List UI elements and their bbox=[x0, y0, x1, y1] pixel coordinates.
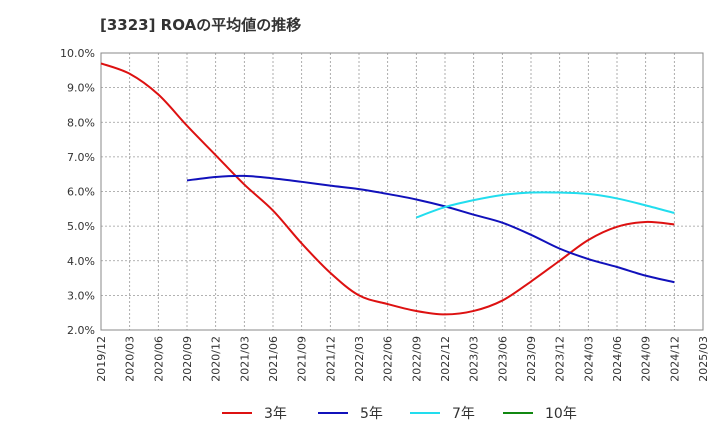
x-tick-label: 2022/06 bbox=[382, 336, 395, 382]
series-layer bbox=[100, 62, 675, 316]
x-tick-label: 2020/12 bbox=[210, 336, 223, 382]
x-tick-label: 2020/03 bbox=[124, 336, 137, 382]
y-tick-label: 8.0% bbox=[67, 116, 95, 129]
series-line-3 bbox=[415, 191, 675, 219]
x-tick-label: 2023/09 bbox=[525, 336, 538, 382]
y-tick-label: 10.0% bbox=[60, 47, 95, 60]
x-tick-label: 2021/09 bbox=[296, 336, 309, 382]
y-tick-label: 7.0% bbox=[67, 151, 95, 164]
grid-layer bbox=[100, 52, 704, 331]
y-tick-label: 5.0% bbox=[67, 220, 95, 233]
x-tick-label: 2020/09 bbox=[181, 336, 194, 382]
x-tick-label: 2020/06 bbox=[152, 336, 165, 382]
x-tick-label: 2023/06 bbox=[496, 336, 509, 382]
legend: 3年 5年 7年 10年 bbox=[222, 406, 577, 422]
series-line-1 bbox=[100, 62, 675, 316]
plot-border bbox=[100, 52, 704, 331]
x-tick-label: 2021/12 bbox=[324, 336, 337, 382]
legend-label: 3年 bbox=[264, 406, 287, 422]
y-tick-label: 6.0% bbox=[67, 186, 95, 199]
x-tick-label: 2021/06 bbox=[267, 336, 280, 382]
x-tick-label: 2021/03 bbox=[238, 336, 251, 382]
x-tick-label: 2022/09 bbox=[410, 336, 423, 382]
axis-layer: 2.0% 3.0% 4.0% 5.0% 6.0% 7.0% 8.0% 9.0% 10.0% 201… bbox=[60, 47, 710, 382]
x-tick-label: 2025/03 bbox=[697, 336, 710, 382]
x-tick-label: 2024/09 bbox=[640, 336, 653, 382]
chart-title: [3323] ROAの平均値の推移 bbox=[100, 16, 302, 34]
x-tick-label: 2023/03 bbox=[468, 336, 481, 382]
legend-label: 5年 bbox=[360, 406, 383, 422]
y-tick-label: 3.0% bbox=[67, 289, 95, 302]
legend-label: 10年 bbox=[545, 406, 577, 422]
x-tick-label: 2024/06 bbox=[611, 336, 624, 382]
x-tick-label: 2024/12 bbox=[668, 336, 681, 382]
x-tick-label: 2022/12 bbox=[439, 336, 452, 382]
y-tick-label: 2.0% bbox=[67, 324, 95, 337]
legend-label: 7年 bbox=[452, 406, 475, 422]
x-tick-label: 2022/03 bbox=[353, 336, 366, 382]
y-tick-label: 4.0% bbox=[67, 255, 95, 268]
series-line-2 bbox=[186, 174, 675, 284]
y-tick-label: 9.0% bbox=[67, 82, 95, 95]
x-tick-label: 2024/03 bbox=[582, 336, 595, 382]
x-tick-label: 2019/12 bbox=[95, 336, 108, 382]
x-tick-label: 2023/12 bbox=[554, 336, 567, 382]
